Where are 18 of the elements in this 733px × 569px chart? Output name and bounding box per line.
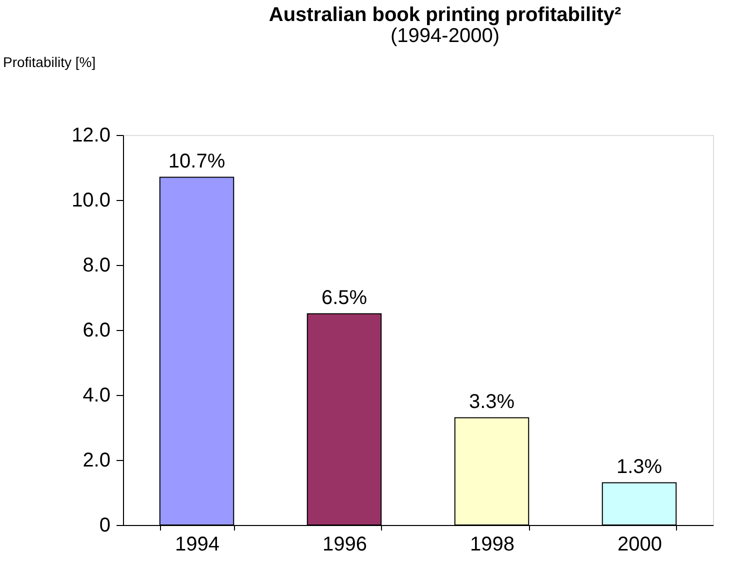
y-tick-label: 6.0 <box>82 320 110 342</box>
y-tick-label: 0 <box>99 514 110 536</box>
y-tick-label: 4.0 <box>82 384 110 406</box>
x-tick-label: 1994 <box>175 534 220 556</box>
x-tick-label: 2000 <box>618 534 662 556</box>
y-tick-label: 8.0 <box>82 254 110 276</box>
chart-title: Australian book printing profitability² <box>268 4 622 26</box>
x-tick-label: 1998 <box>470 534 514 556</box>
y-axis-title: Profitability [%] <box>3 54 96 70</box>
y-tick-label: 2.0 <box>82 450 110 472</box>
data-label: 1.3% <box>616 456 662 478</box>
y-tick-label: 12.0 <box>72 124 110 146</box>
data-label: 10.7% <box>168 150 226 172</box>
x-tick-label: 1996 <box>322 534 367 556</box>
data-label: 3.3% <box>468 390 515 413</box>
chart-subtitle: (1994-2000) <box>390 25 500 47</box>
y-tick-label: 10.0 <box>72 190 110 212</box>
data-label: 6.5% <box>321 286 368 309</box>
